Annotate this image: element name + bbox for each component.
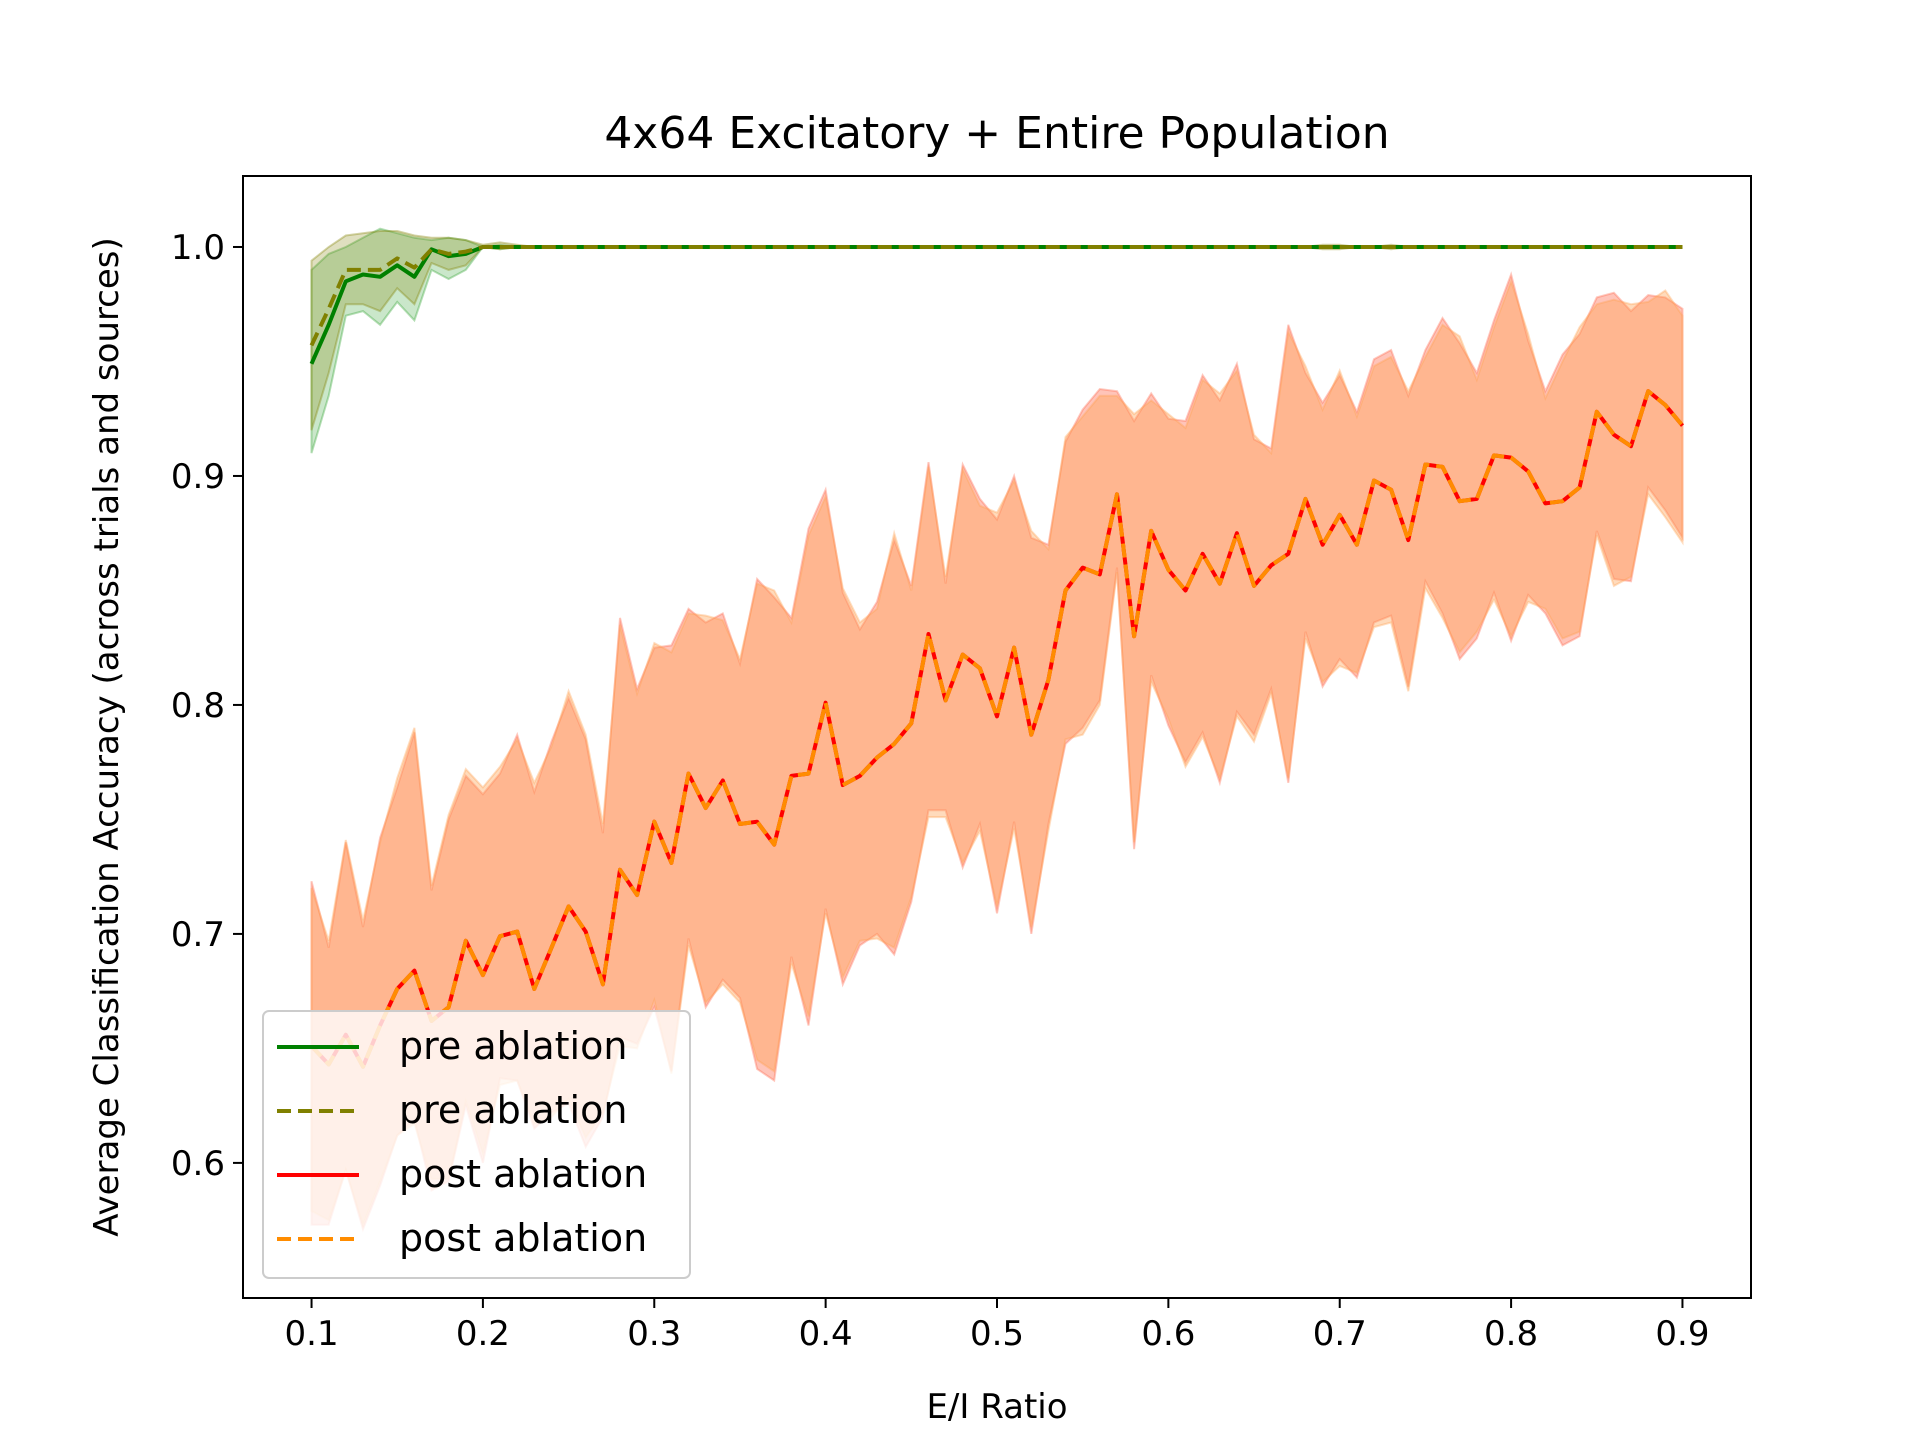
y-axis-ticks: 0.6 0.7 0.8 0.9 1.0: [171, 228, 243, 1184]
x-tick-label: 0.3: [627, 1314, 681, 1354]
series-line-4: [310, 389, 1685, 1069]
y-tick-label: 0.9: [171, 457, 225, 497]
legend-label-1: pre ablation: [399, 1024, 627, 1068]
x-tick-label: 0.1: [285, 1314, 339, 1354]
x-tick-label: 0.9: [1655, 1314, 1709, 1354]
x-axis-ticks: 0.1 0.2 0.3 0.4 0.5 0.6 0.7 0.8 0.9: [285, 1298, 1709, 1354]
x-tick-label: 0.4: [799, 1314, 853, 1354]
series-lines: [309, 245, 1685, 1069]
y-tick-label: 0.6: [171, 1144, 225, 1184]
legend-label-3: post ablation: [399, 1152, 647, 1196]
x-tick-label: 0.7: [1313, 1314, 1367, 1354]
legend-label-2: pre ablation: [399, 1088, 627, 1132]
y-tick-label: 0.7: [171, 915, 225, 955]
y-tick-label: 0.8: [171, 686, 225, 726]
chart-title: 4x64 Excitatory + Entire Population: [604, 108, 1389, 159]
x-axis-label: E/I Ratio: [926, 1387, 1067, 1427]
y-axis-label: Average Classification Accuracy (across …: [87, 237, 127, 1237]
x-tick-label: 0.6: [1141, 1314, 1195, 1354]
x-tick-label: 0.2: [456, 1314, 510, 1354]
series-line-2: [309, 245, 1683, 347]
legend: pre ablation pre ablation post ablation pos…: [262, 1010, 691, 1279]
legend-box: [262, 1010, 691, 1279]
x-tick-label: 0.5: [970, 1314, 1024, 1354]
y-tick-label: 1.0: [171, 228, 225, 268]
x-tick-label: 0.8: [1484, 1314, 1538, 1354]
legend-label-4: post ablation: [399, 1216, 647, 1260]
